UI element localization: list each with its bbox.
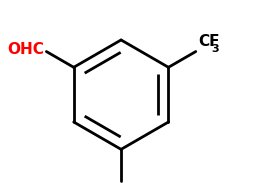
Text: OHC: OHC [8,42,44,57]
Text: 3: 3 [212,44,219,54]
Text: CF: CF [198,34,219,49]
